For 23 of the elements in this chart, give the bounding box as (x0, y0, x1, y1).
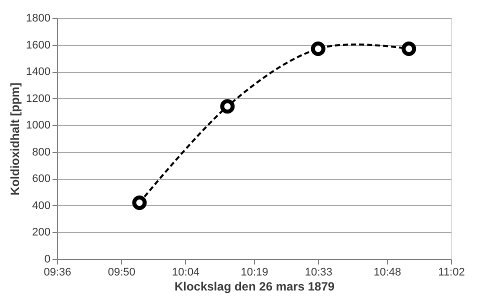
x-tick-label: 10:33 (304, 266, 332, 278)
x-tick-label: 09:50 (108, 266, 136, 278)
x-tick-label: 10:04 (172, 266, 200, 278)
point (132, 196, 147, 210)
y-axis-title: Koldioxidhalt [ppm] (8, 82, 22, 196)
x-tick-label: 10:48 (374, 266, 402, 278)
x-tick-label: 09:36 (44, 266, 72, 278)
x-tick-label: 11:02 (438, 266, 465, 278)
y-tick-label: 800 (32, 146, 50, 158)
x-axis-title: Klockslag den 26 mars 1879 (174, 280, 335, 294)
point (310, 42, 326, 56)
x-tick-label: 10:19 (240, 266, 268, 278)
y-tick-label: 0 (44, 254, 50, 266)
y-tick-label: 1200 (26, 92, 50, 105)
y-tick-label: 1000 (26, 120, 50, 132)
y-tick-label: 1800 (26, 12, 50, 24)
y-tick-label: 1600 (26, 39, 50, 52)
point (402, 42, 416, 56)
y-tick-label: 1400 (26, 66, 50, 78)
y-tick-label: 400 (32, 200, 50, 212)
y-tick-label: 200 (32, 226, 50, 239)
point (220, 99, 235, 114)
y-tick-label: 600 (32, 173, 50, 186)
